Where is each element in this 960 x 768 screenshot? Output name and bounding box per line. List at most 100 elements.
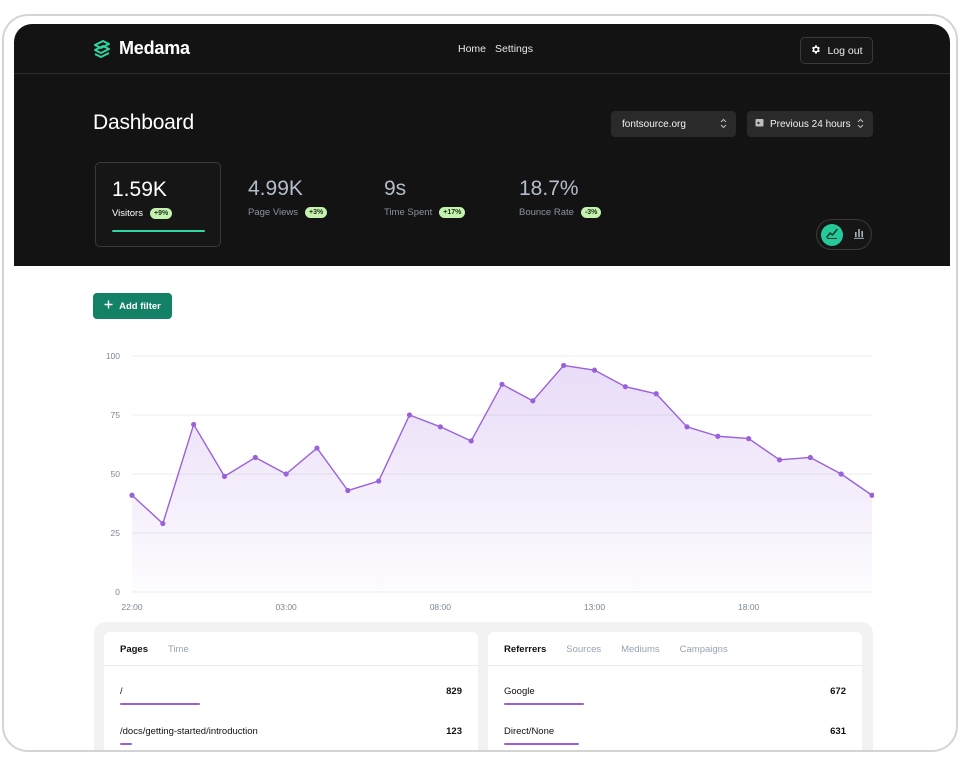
website-select[interactable]: fontsource.org (611, 111, 736, 137)
line-chart-icon (826, 226, 838, 244)
tab-referrers[interactable]: Referrers (504, 644, 547, 655)
data-point (530, 398, 536, 404)
data-point (807, 454, 813, 461)
stat-card-time-spent[interactable]: 9s Time Spent +17% (368, 162, 494, 247)
app-frame: Medama Home Settings Log out Dashboard f… (2, 14, 958, 752)
row-label: Google (504, 686, 535, 697)
data-point (437, 424, 443, 430)
stat-card-page-views[interactable]: 4.99K Page Views +3% (232, 162, 358, 247)
bar-chart-icon (853, 226, 865, 244)
stat-label: Page Views (248, 207, 298, 218)
stat-card-bounce-rate[interactable]: 18.7% Bounce Rate -3% (503, 162, 629, 247)
data-point (468, 438, 474, 444)
website-select-value: fontsource.org (622, 118, 686, 130)
tab-sources[interactable]: Sources (566, 644, 602, 655)
data-point (776, 457, 783, 463)
row-value: 672 (830, 686, 846, 697)
table-row[interactable]: Direct/None 631 (504, 726, 846, 748)
row-label: Direct/None (504, 726, 555, 737)
table-row[interactable]: /docs/getting-started/introduction 123 (120, 726, 462, 748)
stat-label-row: Bounce Rate -3% (519, 207, 602, 218)
row-share-bar (120, 703, 200, 705)
top-navigation-bar: Medama Home Settings Log out (14, 24, 950, 74)
tab-pages[interactable]: Pages (120, 644, 148, 655)
table-row[interactable]: / 829 (120, 686, 462, 708)
visitors-area-chart: 0 25 50 75 100 22:00 03:00 08:00 13:00 18:00 (106, 351, 874, 612)
pages-panel: Pages Time / 829 /docs/getting-started/i… (104, 632, 478, 750)
pages-panel-tabs: Pages Time (120, 644, 189, 655)
series-area (132, 365, 872, 592)
logo[interactable]: Medama (92, 38, 190, 59)
data-point (191, 421, 197, 428)
data-point (684, 424, 690, 430)
data-point (314, 445, 320, 451)
row-value: 631 (830, 726, 846, 737)
stat-label: Visitors (112, 208, 143, 219)
x-tick-label: 03:00 (276, 602, 298, 612)
brand-name: Medama (119, 38, 190, 58)
row-share-bar (120, 743, 132, 745)
referrers-panel: Referrers Sources Mediums Campaigns Goog… (488, 632, 862, 750)
tab-time[interactable]: Time (168, 644, 189, 655)
y-tick-label: 50 (111, 469, 121, 479)
gear-icon (810, 44, 821, 58)
nav-settings-link[interactable]: Settings (495, 43, 533, 55)
change-badge: +3% (305, 207, 328, 218)
stat-label-row: Time Spent +17% (384, 207, 466, 218)
row-share-bar (504, 703, 584, 705)
row-value: 829 (446, 686, 462, 697)
logout-label: Log out (827, 44, 863, 57)
x-tick-label: 18:00 (738, 602, 760, 612)
medama-logo-icon (92, 39, 112, 58)
dashboard-header: Medama Home Settings Log out Dashboard f… (14, 24, 950, 266)
stat-label: Bounce Rate (519, 207, 574, 218)
calendar-icon (755, 118, 764, 130)
panel-divider (104, 665, 478, 666)
add-filter-label: Add filter (119, 300, 161, 312)
data-point (838, 471, 844, 477)
tab-campaigns[interactable]: Campaigns (679, 644, 728, 655)
active-stat-indicator (112, 230, 205, 232)
date-range-select-value: Previous 24 hours (770, 118, 851, 130)
stat-card-visitors[interactable]: 1.59K Visitors +9% (95, 162, 221, 247)
date-range-select[interactable]: Previous 24 hours (747, 111, 873, 137)
chevron-up-down-icon (857, 118, 864, 132)
data-point (622, 384, 628, 390)
data-point (561, 362, 567, 369)
stat-value: 1.59K (112, 178, 167, 201)
row-label: / (120, 686, 123, 697)
data-point (591, 367, 598, 373)
referrers-panel-tabs: Referrers Sources Mediums Campaigns (504, 644, 728, 655)
logout-button[interactable]: Log out (800, 37, 873, 64)
stat-label-row: Page Views +3% (248, 207, 328, 218)
stat-label-row: Visitors +9% (112, 208, 173, 219)
bottom-panels: Pages Time / 829 /docs/getting-started/i… (94, 622, 873, 750)
data-point (252, 454, 258, 461)
stat-value: 9s (384, 177, 407, 200)
line-chart-toggle-button[interactable] (821, 224, 843, 246)
x-tick-label: 08:00 (430, 602, 452, 612)
table-row[interactable]: Google 672 (504, 686, 846, 708)
tab-mediums[interactable]: Mediums (621, 644, 660, 655)
x-tick-label: 22:00 (121, 602, 143, 612)
nav-home-link[interactable]: Home (458, 43, 487, 55)
data-point (376, 478, 382, 484)
x-tick-label: 13:00 (584, 602, 606, 612)
page-title: Dashboard (93, 111, 194, 134)
data-point (221, 473, 228, 479)
add-filter-button[interactable]: Add filter (93, 293, 172, 319)
change-badge: +9% (149, 208, 173, 219)
data-point (653, 391, 659, 397)
y-tick-label: 25 (111, 528, 121, 538)
row-value: 123 (446, 726, 462, 737)
data-point (129, 492, 135, 498)
bar-chart-toggle-button[interactable] (849, 225, 869, 245)
y-tick-label: 75 (111, 410, 121, 420)
data-point (715, 433, 721, 439)
plus-icon (104, 300, 113, 312)
row-label: /docs/getting-started/introduction (120, 726, 258, 737)
chevron-up-down-icon (720, 118, 727, 132)
row-share-bar (504, 743, 579, 745)
data-point (499, 381, 505, 387)
main-nav: Home Settings (458, 43, 533, 55)
